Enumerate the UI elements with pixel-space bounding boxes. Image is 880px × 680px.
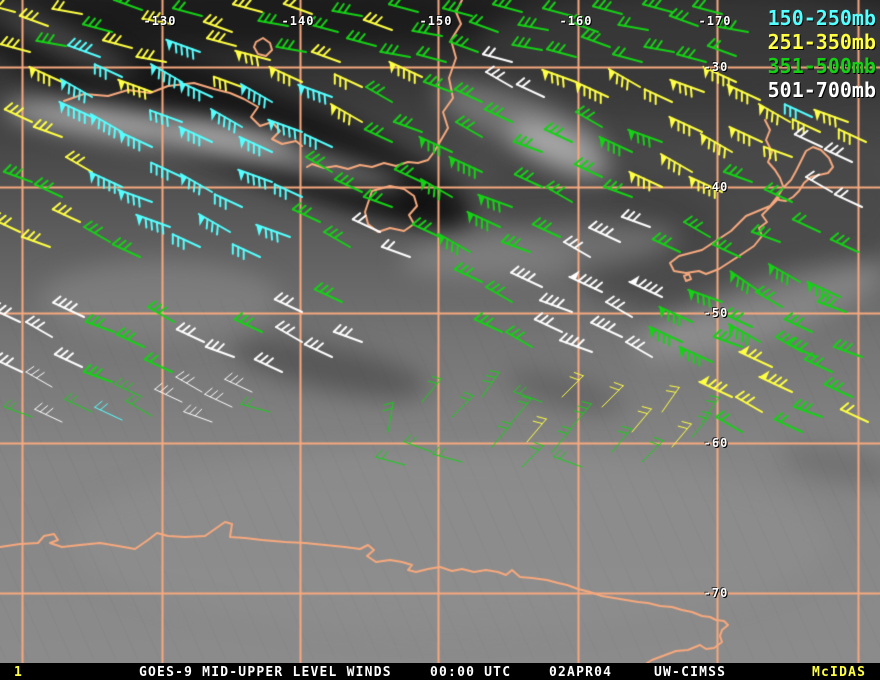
- latitude-label: -40: [703, 180, 729, 194]
- longitude-label: -140: [281, 14, 315, 28]
- longitude-label: -160: [559, 14, 593, 28]
- legend-item-251-350: 251-350mb: [767, 30, 876, 54]
- latitude-label: -30: [703, 60, 729, 74]
- legend-item-501-700: 501-700mb: [767, 78, 876, 102]
- valid-time: 00:00 UTC: [430, 665, 512, 680]
- longitude-label: -130: [143, 14, 177, 28]
- pressure-level-legend: 150-250mb 251-350mb 351-500mb 501-700mb: [768, 6, 876, 102]
- frame-number: 1: [14, 665, 24, 680]
- legend-item-150-250: 150-250mb: [767, 6, 876, 30]
- longitude-label: -150: [419, 14, 453, 28]
- latitude-label: -60: [703, 436, 729, 450]
- mcidas-brand: McIDAS: [812, 665, 867, 680]
- product-title: GOES-9 MID-UPPER LEVEL WINDS: [139, 665, 392, 680]
- latitude-label: -50: [703, 306, 729, 320]
- valid-date: 02APR04: [549, 665, 613, 680]
- latitude-label: -70: [703, 586, 729, 600]
- longitude-label: -170: [698, 14, 732, 28]
- legend-item-351-500: 351-500mb: [767, 54, 876, 78]
- status-bar: 1 GOES-9 MID-UPPER LEVEL WINDS 00:00 UTC…: [0, 663, 880, 680]
- organization-label: UW-CIMSS: [654, 665, 727, 680]
